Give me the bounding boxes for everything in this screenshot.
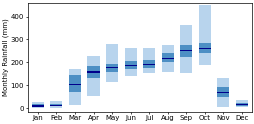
- Bar: [142, 64, 155, 65]
- Bar: [50, 104, 62, 107]
- Bar: [50, 105, 62, 106]
- Bar: [106, 64, 118, 72]
- Bar: [180, 50, 192, 51]
- Bar: [198, 5, 210, 65]
- Bar: [87, 66, 99, 78]
- Bar: [180, 45, 192, 57]
- Bar: [217, 92, 229, 93]
- Bar: [180, 25, 192, 73]
- Bar: [106, 44, 118, 82]
- Bar: [198, 43, 210, 53]
- Bar: [106, 67, 118, 68]
- Bar: [235, 104, 247, 105]
- Bar: [50, 101, 62, 108]
- Y-axis label: Monthly Rainfall (mm): Monthly Rainfall (mm): [3, 18, 9, 96]
- Bar: [235, 103, 247, 106]
- Bar: [161, 58, 173, 59]
- Bar: [87, 56, 99, 96]
- Bar: [198, 48, 210, 49]
- Bar: [124, 61, 136, 69]
- Bar: [32, 102, 44, 108]
- Bar: [32, 104, 44, 107]
- Bar: [32, 105, 44, 107]
- Bar: [235, 100, 247, 107]
- Bar: [161, 53, 173, 62]
- Bar: [69, 75, 81, 92]
- Bar: [69, 84, 81, 85]
- Bar: [87, 72, 99, 73]
- Bar: [124, 47, 136, 76]
- Bar: [161, 45, 173, 72]
- Bar: [217, 78, 229, 107]
- Bar: [69, 69, 81, 105]
- Bar: [124, 65, 136, 66]
- Bar: [142, 60, 155, 68]
- Bar: [217, 87, 229, 97]
- Bar: [142, 47, 155, 73]
